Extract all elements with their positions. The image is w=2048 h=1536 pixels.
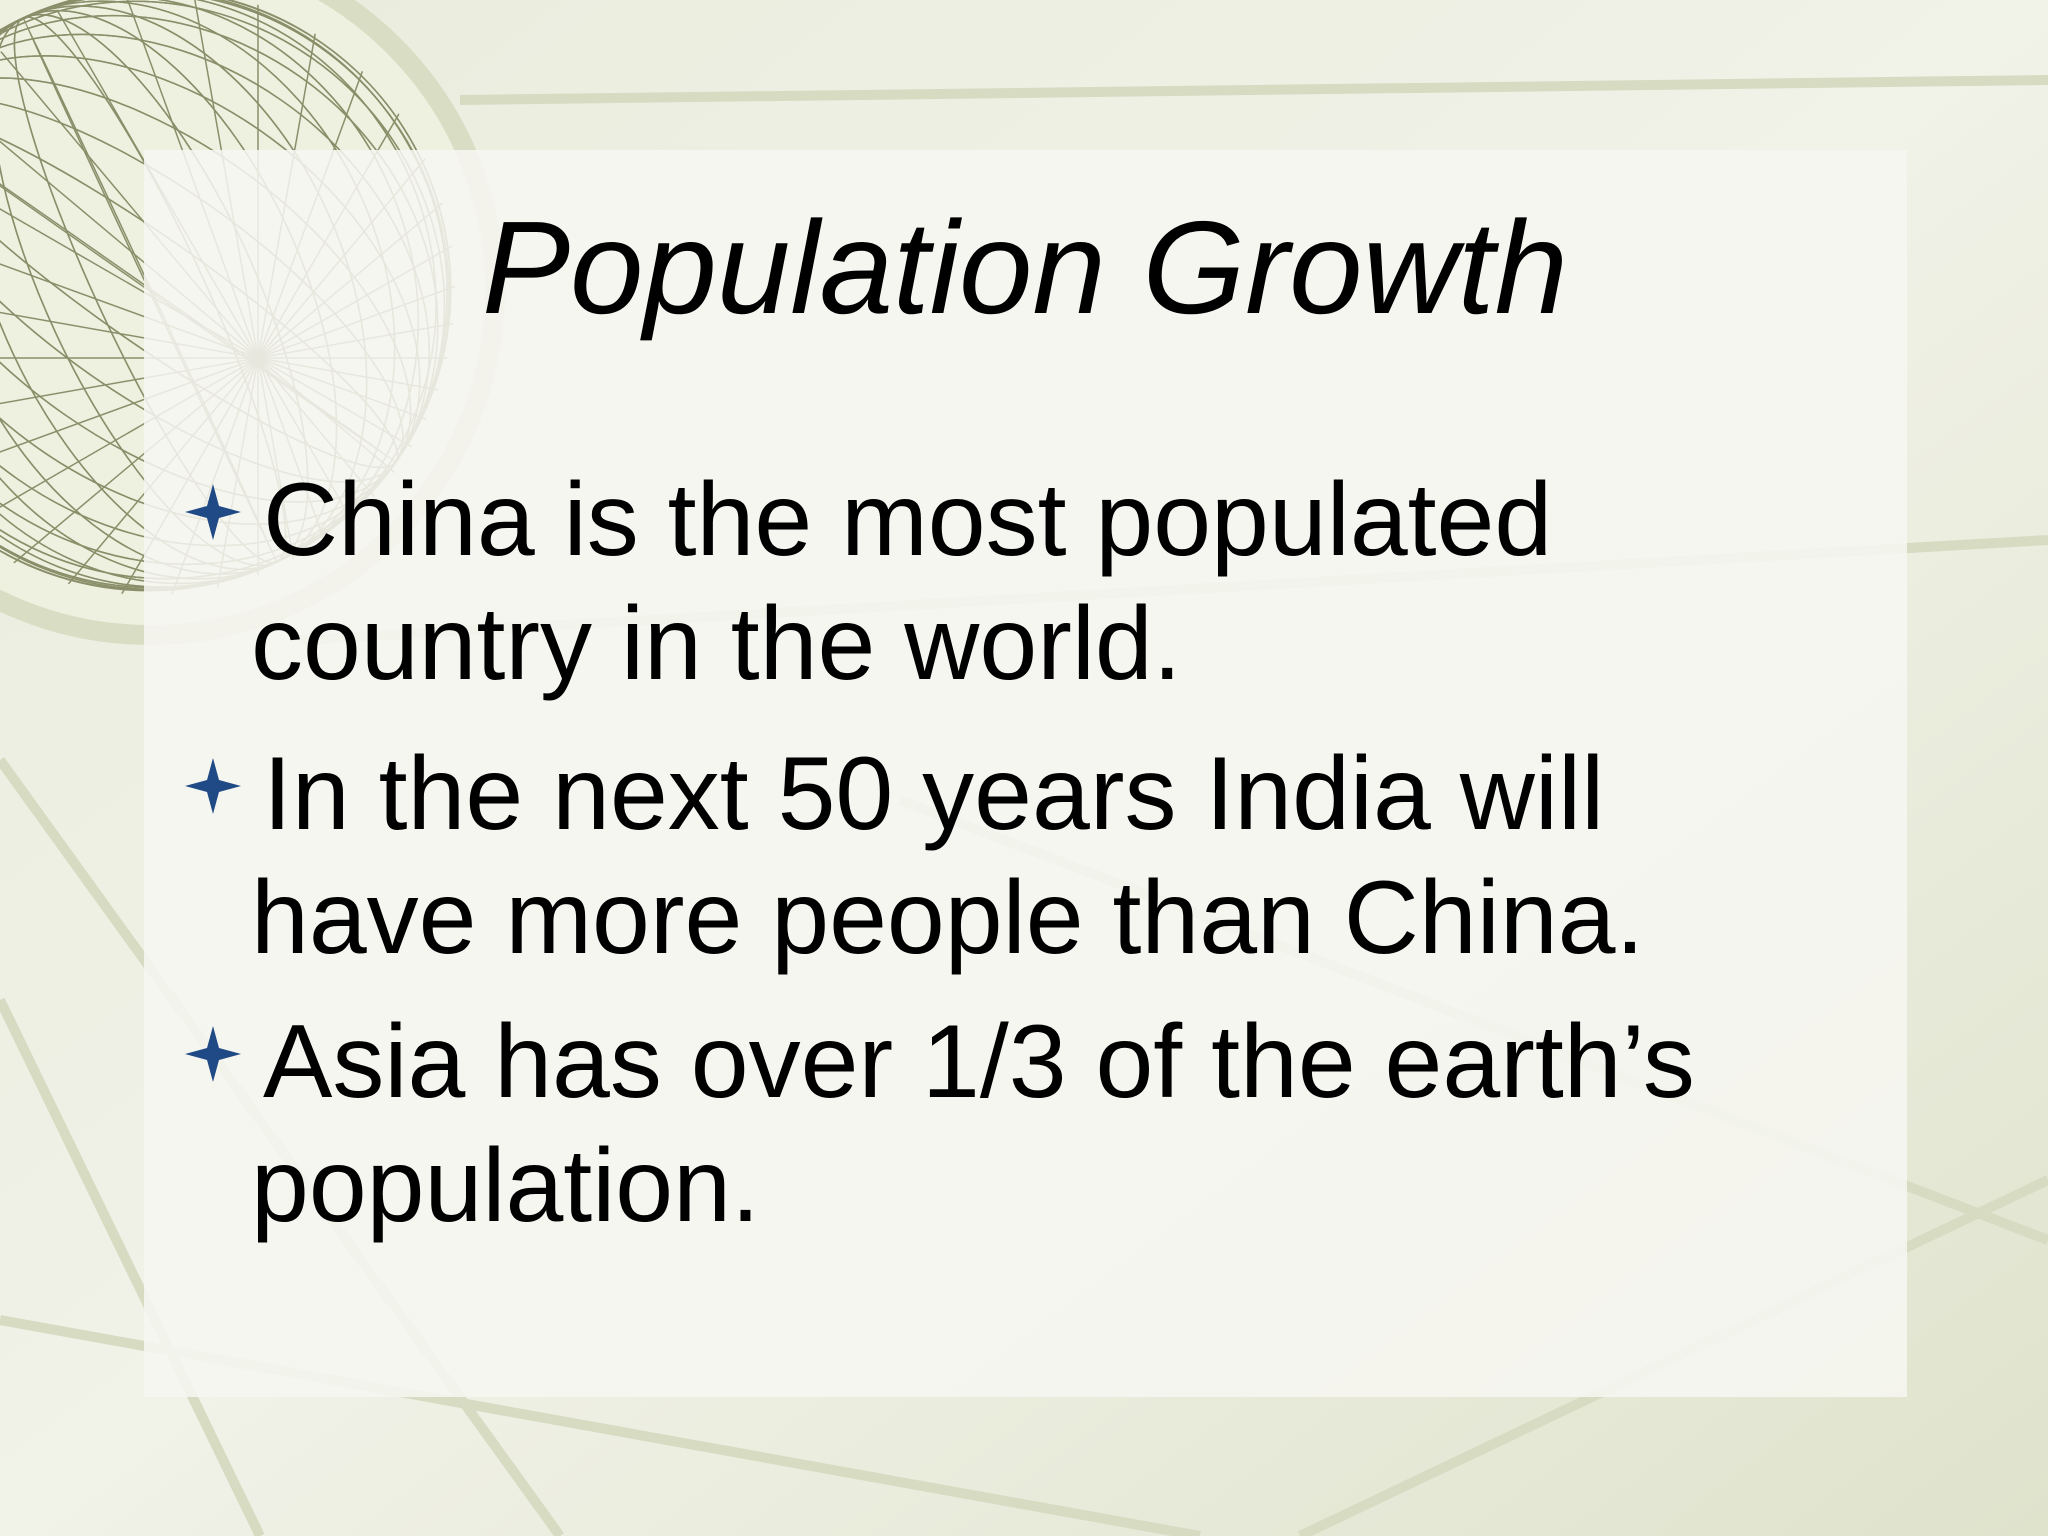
bullet-text: In the next 50 years India will bbox=[263, 736, 1604, 852]
bullet-star bbox=[185, 484, 241, 540]
bullet-text: Asia has over 1/3 of the earth’s bbox=[263, 1004, 1695, 1120]
bullet-text: have more people than China. bbox=[251, 860, 1644, 976]
slide-title: Population Growth bbox=[482, 194, 1568, 341]
bullet-star bbox=[185, 1026, 241, 1082]
content-panel bbox=[144, 150, 1907, 1397]
bullet-text: China is the most populated bbox=[263, 462, 1552, 578]
bullet-text: country in the world. bbox=[251, 586, 1182, 702]
bullet-star bbox=[185, 758, 241, 814]
bullet-text: population. bbox=[251, 1128, 760, 1244]
